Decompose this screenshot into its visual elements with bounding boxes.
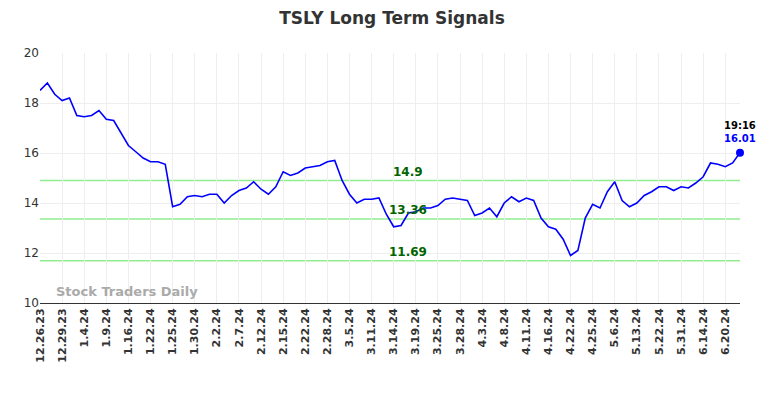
svg-text:20: 20 [24,46,39,60]
svg-text:1.16.24: 1.16.24 [122,308,135,355]
svg-text:1.4.24: 1.4.24 [78,308,91,347]
svg-text:2.2.24: 2.2.24 [210,308,223,347]
svg-text:16: 16 [24,146,39,160]
svg-text:12.26.23: 12.26.23 [34,308,47,362]
svg-text:5.22.24: 5.22.24 [653,308,666,355]
svg-text:1.30.24: 1.30.24 [188,308,201,355]
svg-text:13.36: 13.36 [389,203,427,217]
svg-text:2.15.24: 2.15.24 [277,308,290,355]
svg-text:Stock Traders Daily: Stock Traders Daily [56,284,198,299]
svg-text:10: 10 [24,296,39,310]
svg-text:12: 12 [24,246,39,260]
svg-text:4.8.24: 4.8.24 [498,308,511,347]
svg-text:11.69: 11.69 [389,245,427,259]
svg-text:4.22.24: 4.22.24 [564,308,577,355]
svg-text:2.28.24: 2.28.24 [321,308,334,355]
svg-text:19:16: 19:16 [724,120,756,131]
svg-text:2.12.24: 2.12.24 [255,308,268,355]
svg-text:12.29.23: 12.29.23 [56,308,69,362]
svg-text:14: 14 [24,196,39,210]
svg-text:2.22.24: 2.22.24 [299,308,312,355]
svg-text:4.3.24: 4.3.24 [476,308,489,347]
svg-text:5.6.24: 5.6.24 [608,308,621,347]
svg-text:6.14.24: 6.14.24 [697,308,710,355]
svg-text:2.7.24: 2.7.24 [233,308,246,347]
svg-text:16.01: 16.01 [724,133,756,144]
svg-text:TSLY Long Term Signals: TSLY Long Term Signals [279,8,505,28]
svg-text:1.22.24: 1.22.24 [144,308,157,355]
svg-text:3.5.24: 3.5.24 [343,308,356,347]
svg-text:3.11.24: 3.11.24 [365,308,378,355]
svg-text:4.11.24: 4.11.24 [520,308,533,355]
svg-text:4.16.24: 4.16.24 [542,308,555,355]
svg-text:14.9: 14.9 [393,165,423,179]
svg-text:5.31.24: 5.31.24 [675,308,688,355]
svg-text:3.19.24: 3.19.24 [409,308,422,355]
svg-text:1.25.24: 1.25.24 [166,308,179,355]
svg-text:4.25.24: 4.25.24 [586,308,599,355]
svg-text:3.25.24: 3.25.24 [431,308,444,355]
svg-text:18: 18 [24,96,39,110]
svg-text:5.13.24: 5.13.24 [630,308,643,355]
svg-text:3.28.24: 3.28.24 [454,308,467,355]
svg-text:6.20.24: 6.20.24 [719,308,732,355]
svg-text:1.9.24: 1.9.24 [100,308,113,347]
svg-text:3.14.24: 3.14.24 [387,308,400,355]
